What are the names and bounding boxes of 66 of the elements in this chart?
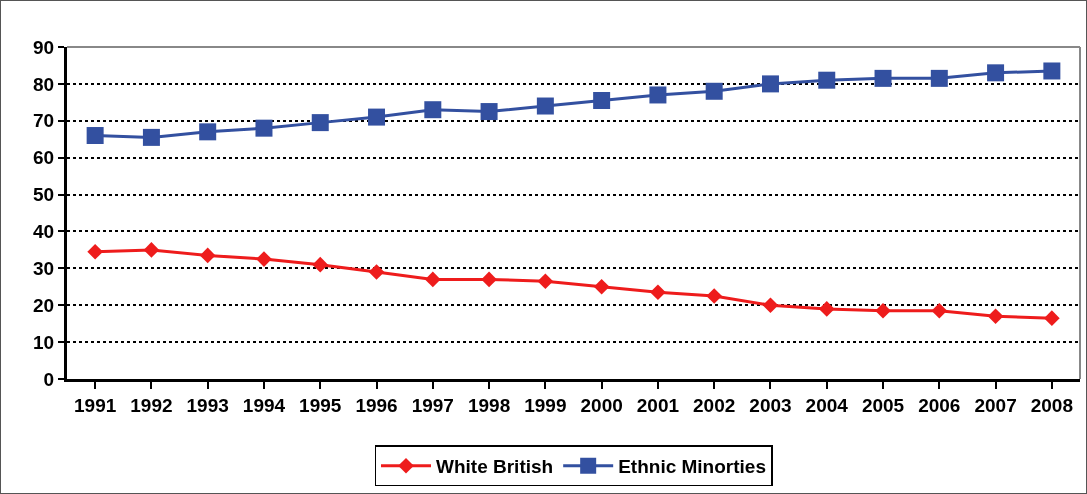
point	[368, 264, 385, 280]
x-tick-label: 2007	[974, 394, 1017, 416]
x-tick-label: 1997	[411, 394, 454, 416]
point	[874, 69, 892, 87]
x-tick-label: 2008	[1030, 394, 1073, 416]
x-tick-label: 1994	[242, 394, 286, 416]
x-tick-label: 2000	[580, 394, 623, 416]
point	[481, 271, 497, 288]
x-tick-label: 2003	[749, 394, 792, 416]
legend-label: Ethnic Minorties	[618, 456, 766, 478]
point	[875, 302, 891, 319]
point	[818, 301, 835, 317]
x-tick-label: 1992	[130, 394, 173, 416]
point	[761, 75, 779, 93]
point	[312, 256, 329, 273]
point	[1044, 310, 1060, 326]
point	[143, 242, 160, 258]
point	[199, 123, 217, 141]
point	[142, 128, 160, 146]
y-tick-label: 0	[43, 368, 55, 390]
y-tick-label: 70	[33, 110, 55, 132]
x-tick-label: 1998	[467, 394, 511, 416]
point	[931, 302, 948, 319]
y-tick-label: 80	[33, 73, 55, 95]
x-tick-label: 1996	[355, 394, 398, 416]
point	[706, 288, 722, 304]
y-tick-label: 90	[33, 36, 55, 58]
point	[424, 101, 442, 119]
point	[256, 251, 272, 267]
point	[199, 247, 216, 264]
point	[368, 108, 386, 126]
point	[930, 69, 948, 87]
point	[593, 91, 611, 109]
point	[650, 284, 666, 301]
y-tick-label: 40	[33, 221, 55, 243]
point	[87, 243, 103, 260]
point	[536, 97, 554, 115]
point	[255, 119, 273, 137]
x-tick-label: 1999	[524, 394, 567, 416]
point	[987, 308, 1004, 325]
point	[593, 278, 610, 295]
y-tick-label: 50	[33, 184, 55, 206]
point	[705, 82, 723, 100]
point	[1043, 62, 1061, 80]
y-tick-label: 60	[33, 147, 55, 169]
point	[649, 86, 667, 104]
point	[818, 71, 836, 89]
point	[480, 103, 498, 121]
point	[537, 273, 554, 290]
x-tick-label: 1991	[74, 394, 117, 416]
x-tick-label: 2005	[861, 394, 905, 416]
x-tick-label: 2004	[805, 394, 849, 416]
x-tick-label: 1995	[299, 394, 342, 416]
x-tick-label: 2006	[918, 394, 961, 416]
y-tick-label: 30	[33, 257, 55, 279]
point	[762, 297, 779, 314]
point	[311, 114, 329, 132]
point	[987, 64, 1005, 82]
x-tick-label: 2002	[693, 394, 736, 416]
y-tick-label: 10	[33, 331, 55, 353]
point	[425, 271, 441, 288]
x-tick-label: 1993	[186, 394, 229, 416]
y-tick-label: 20	[33, 294, 55, 316]
point	[86, 127, 104, 145]
x-tick-label: 2001	[636, 394, 680, 416]
legend-label: White British	[436, 456, 554, 478]
